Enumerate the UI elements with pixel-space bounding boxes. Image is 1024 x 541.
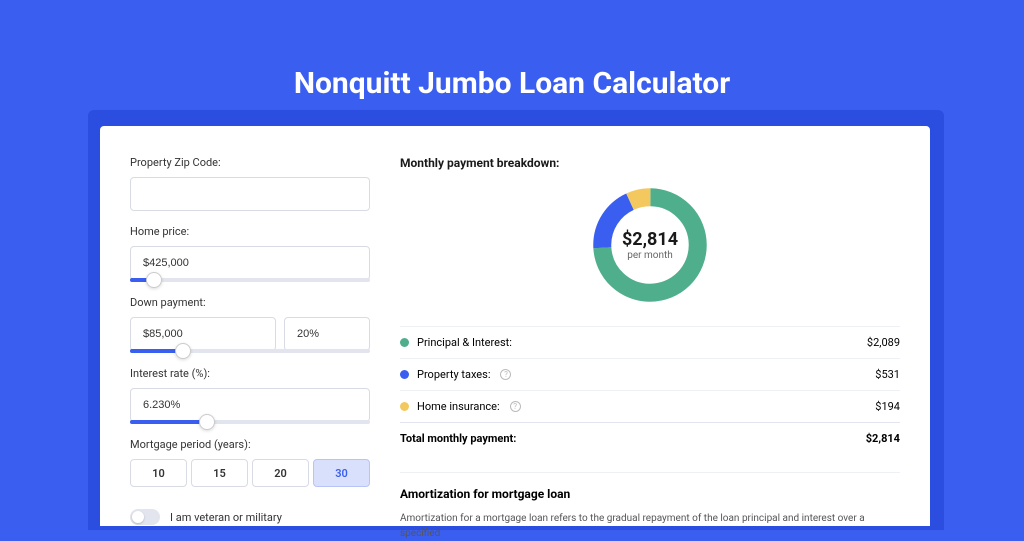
slider-fill [130, 420, 207, 424]
mortgage-period-label: Mortgage period (years): [130, 438, 370, 451]
dot-taxes [400, 370, 409, 379]
breakdown-column: Monthly payment breakdown: $2,814 per mo… [400, 156, 900, 526]
donut-chart: $2,814 per month [400, 182, 900, 308]
amortization-title: Amortization for mortgage loan [400, 472, 900, 501]
breakdown-row-taxes: Property taxes: ? $531 [400, 358, 900, 390]
calculator-card: Property Zip Code: Home price: Down paym… [100, 126, 930, 526]
home-price-input[interactable] [130, 246, 370, 280]
page-title: Nonquitt Jumbo Loan Calculator [0, 0, 1024, 101]
down-payment-slider[interactable] [130, 349, 370, 353]
breakdown-row-total: Total monthly payment: $2,814 [400, 422, 900, 454]
dot-principal [400, 338, 409, 347]
breakdown-label: Property taxes: [417, 368, 490, 381]
mortgage-period-10[interactable]: 10 [130, 459, 187, 487]
down-payment-input[interactable] [130, 317, 276, 351]
amortization-text: Amortization for a mortgage loan refers … [400, 511, 900, 541]
total-label: Total monthly payment: [400, 432, 516, 445]
donut-sub: per month [622, 250, 678, 261]
mortgage-period-30[interactable]: 30 [313, 459, 370, 487]
interest-rate-label: Interest rate (%): [130, 367, 370, 380]
home-price-slider[interactable] [130, 278, 370, 282]
down-payment-pct-input[interactable] [284, 317, 370, 351]
slider-thumb[interactable] [146, 272, 162, 288]
zip-label: Property Zip Code: [130, 156, 370, 169]
interest-rate-slider[interactable] [130, 420, 370, 424]
toggle-knob [132, 511, 144, 523]
mortgage-period-20[interactable]: 20 [252, 459, 309, 487]
mortgage-period-group: 10 15 20 30 [130, 459, 370, 487]
breakdown-value: $531 [875, 368, 900, 381]
slider-thumb[interactable] [199, 414, 215, 430]
mortgage-period-15[interactable]: 15 [191, 459, 248, 487]
info-icon[interactable]: ? [510, 401, 521, 412]
veteran-label: I am veteran or military [170, 511, 282, 524]
breakdown-value: $194 [875, 400, 900, 413]
breakdown-title: Monthly payment breakdown: [400, 156, 900, 170]
breakdown-value: $2,089 [867, 336, 900, 349]
dot-insurance [400, 402, 409, 411]
slider-thumb[interactable] [175, 343, 191, 359]
breakdown-row-insurance: Home insurance: ? $194 [400, 390, 900, 422]
home-price-label: Home price: [130, 225, 370, 238]
donut-amount: $2,814 [622, 229, 678, 250]
breakdown-row-principal: Principal & Interest: $2,089 [400, 326, 900, 358]
total-value: $2,814 [866, 432, 900, 445]
form-column: Property Zip Code: Home price: Down paym… [130, 156, 370, 526]
breakdown-label: Principal & Interest: [417, 336, 512, 349]
down-payment-label: Down payment: [130, 296, 370, 309]
interest-rate-input[interactable] [130, 388, 370, 422]
veteran-toggle[interactable] [130, 509, 160, 525]
info-icon[interactable]: ? [500, 369, 511, 380]
zip-input[interactable] [130, 177, 370, 211]
breakdown-label: Home insurance: [417, 400, 500, 413]
